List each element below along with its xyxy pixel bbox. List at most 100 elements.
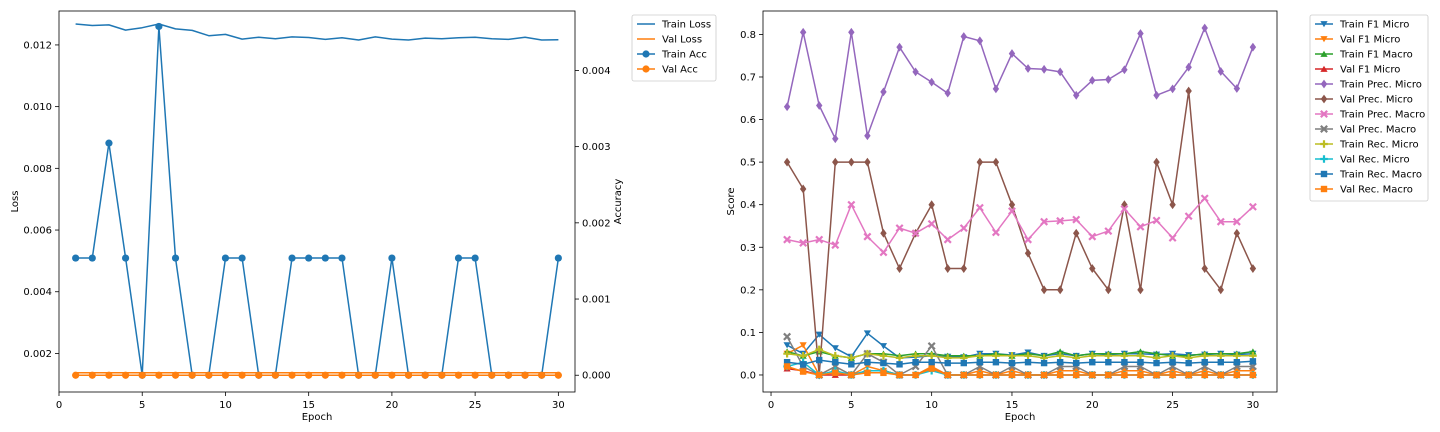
data-point xyxy=(880,359,887,367)
data-point xyxy=(815,345,824,354)
data-point xyxy=(171,254,180,262)
data-point xyxy=(1024,359,1032,366)
data-point xyxy=(1233,359,1241,366)
legend-item: Val Loss xyxy=(637,35,702,46)
data-point xyxy=(880,228,887,238)
data-point xyxy=(799,239,808,247)
data-point xyxy=(1232,217,1241,226)
data-point xyxy=(1184,212,1193,221)
data-point xyxy=(1217,371,1224,379)
data-point xyxy=(832,359,839,366)
data-point xyxy=(338,254,346,262)
data-point xyxy=(960,32,967,41)
legend-label: Val Loss xyxy=(662,35,702,46)
data-point xyxy=(1073,90,1080,100)
series-line xyxy=(786,27,1254,140)
legend-marker xyxy=(1320,185,1328,193)
data-point xyxy=(896,371,903,379)
legend-label: Train Acc xyxy=(661,50,707,61)
data-point xyxy=(1249,371,1257,379)
data-point xyxy=(864,369,871,377)
data-point xyxy=(880,369,887,377)
data-point xyxy=(538,371,546,379)
data-point xyxy=(864,131,871,141)
legend-marker xyxy=(1320,140,1328,148)
legend-right: Train F1 Micro Val F1 Micro Train F1 Macro… xyxy=(1309,14,1429,202)
data-point xyxy=(879,248,888,257)
data-point xyxy=(1233,371,1241,379)
legend-item: Train F1 Micro xyxy=(1315,20,1409,31)
data-point xyxy=(1121,371,1128,379)
data-point xyxy=(188,371,196,379)
y-tick-label: 0.008 xyxy=(23,164,52,175)
chart-1: 0 5 10 15 20 25 30 0.002 0.004 0.006 0.008 0.010 0.0… xyxy=(10,10,717,423)
series-line xyxy=(75,25,560,376)
legend-item: Val F1 Micro xyxy=(1315,65,1400,76)
data-point xyxy=(1169,200,1176,210)
data-point xyxy=(1185,62,1192,72)
y2-tick-label: 0.000 xyxy=(582,371,611,382)
data-point xyxy=(1105,75,1112,84)
x-tick-label: 0 xyxy=(56,400,62,411)
legend-item: Val Rec. Micro xyxy=(1315,155,1410,166)
data-point xyxy=(960,359,967,367)
legend-marker xyxy=(642,65,650,73)
legend-label: Train F1 Micro xyxy=(1339,20,1409,31)
data-point xyxy=(783,349,791,358)
data-point xyxy=(1121,359,1128,366)
data-point xyxy=(879,343,888,350)
data-point xyxy=(221,254,230,262)
data-point xyxy=(1233,84,1241,93)
data-point xyxy=(1008,200,1016,210)
data-point xyxy=(1153,359,1160,367)
data-point xyxy=(1169,371,1176,379)
data-point xyxy=(831,345,839,352)
data-point xyxy=(1088,352,1097,360)
data-point xyxy=(848,361,855,368)
x-tick-label: 10 xyxy=(925,400,938,411)
data-point xyxy=(976,371,984,379)
data-point xyxy=(454,371,463,379)
x-tick-label: 20 xyxy=(1086,400,1099,411)
data-point xyxy=(960,264,967,273)
legend-left: Train Loss Val Loss Train Acc Val Acc xyxy=(631,14,717,82)
data-point xyxy=(1073,359,1080,367)
y-tick-label: 0.7 xyxy=(740,72,756,83)
data-point xyxy=(816,371,823,379)
legend-label: Train Rec. Macro xyxy=(1339,170,1422,181)
data-point xyxy=(944,88,951,98)
legend-item: Val Acc xyxy=(637,65,698,76)
data-point xyxy=(1136,222,1145,231)
legend-item: Val F1 Micro xyxy=(1315,35,1400,46)
chart-2: 0 5 10 15 20 25 30 0.0 0.1 0.2 0.3 0.4 0.5 0.6 0.7 0.8 E… xyxy=(726,10,1429,423)
data-point xyxy=(1137,359,1144,366)
data-point xyxy=(816,356,823,364)
y-tick-label: 0.012 xyxy=(23,40,52,51)
data-point xyxy=(171,371,180,379)
data-point xyxy=(1120,204,1129,213)
data-point xyxy=(1217,359,1224,366)
data-point xyxy=(355,371,363,379)
data-point xyxy=(1040,359,1048,367)
data-point xyxy=(832,157,839,167)
series-train-acc xyxy=(72,22,562,379)
legend-label: Train Loss xyxy=(661,20,711,31)
y-axis-label: Score xyxy=(726,187,737,215)
data-point xyxy=(783,359,791,366)
data-point xyxy=(1201,359,1208,366)
data-point xyxy=(288,254,296,262)
data-point xyxy=(847,354,856,362)
data-point xyxy=(1233,228,1241,238)
data-point xyxy=(864,359,871,366)
data-point xyxy=(1168,233,1177,242)
data-point xyxy=(928,77,935,87)
x-tick-label: 15 xyxy=(1006,400,1019,411)
series-line xyxy=(786,90,1254,376)
x-tick-label: 10 xyxy=(219,400,232,411)
data-point xyxy=(1105,371,1112,379)
data-point xyxy=(554,371,562,379)
data-point xyxy=(783,157,791,167)
data-point xyxy=(1040,285,1048,295)
legend-box xyxy=(631,14,717,82)
